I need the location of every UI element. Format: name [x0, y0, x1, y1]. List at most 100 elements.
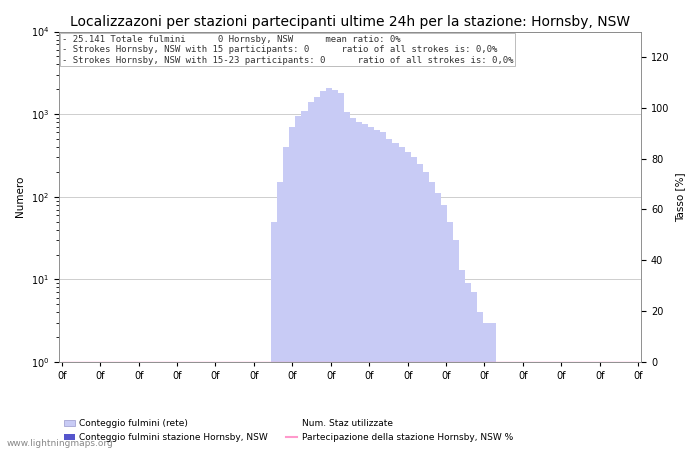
Bar — [259, 362, 265, 450]
Bar — [386, 139, 393, 450]
Bar — [59, 362, 65, 450]
Bar — [362, 125, 368, 450]
Bar — [575, 362, 580, 450]
Bar — [253, 362, 259, 450]
Bar — [484, 323, 489, 450]
Bar — [466, 362, 471, 450]
Bar — [544, 362, 550, 450]
Bar — [65, 362, 71, 450]
Bar — [65, 362, 71, 450]
Bar — [229, 362, 234, 450]
Bar — [356, 122, 362, 450]
Bar — [556, 362, 562, 450]
Bar — [562, 362, 568, 450]
Bar — [362, 362, 368, 450]
Bar — [289, 362, 295, 450]
Bar — [538, 362, 544, 450]
Bar — [338, 362, 344, 450]
Bar — [259, 362, 265, 450]
Bar — [113, 362, 120, 450]
Bar — [423, 362, 429, 450]
Bar — [435, 194, 441, 450]
Bar — [459, 362, 466, 450]
Bar — [514, 362, 520, 450]
Bar — [580, 362, 587, 450]
Bar — [253, 362, 259, 450]
Bar — [193, 362, 198, 450]
Bar — [484, 362, 489, 450]
Bar — [477, 362, 484, 450]
Bar — [271, 362, 277, 450]
Bar — [423, 172, 429, 450]
Bar — [520, 362, 526, 450]
Bar — [59, 362, 65, 450]
Bar — [429, 362, 435, 450]
Bar — [593, 362, 598, 450]
Bar — [496, 362, 502, 450]
Bar — [241, 362, 247, 450]
Bar — [162, 362, 168, 450]
Bar — [223, 362, 229, 450]
Bar — [587, 362, 593, 450]
Bar — [307, 362, 314, 450]
Bar — [386, 362, 393, 450]
Bar — [489, 323, 496, 450]
Bar — [502, 362, 508, 450]
Bar — [568, 362, 575, 450]
Bar — [193, 362, 198, 450]
Bar — [459, 270, 466, 450]
Bar — [411, 362, 416, 450]
Bar — [113, 362, 120, 450]
Bar — [374, 130, 380, 450]
Y-axis label: Tasso [%]: Tasso [%] — [675, 172, 685, 221]
Bar — [374, 362, 380, 450]
Bar — [71, 362, 77, 450]
Bar — [496, 362, 502, 450]
Bar — [617, 362, 623, 450]
Bar — [234, 362, 241, 450]
Bar — [138, 362, 144, 450]
Bar — [241, 362, 247, 450]
Bar — [302, 111, 307, 450]
Bar — [332, 90, 338, 450]
Bar — [550, 362, 556, 450]
Bar — [429, 182, 435, 450]
Bar — [77, 362, 83, 450]
Bar — [556, 362, 562, 450]
Bar — [320, 362, 326, 450]
Bar — [95, 362, 101, 450]
Bar — [514, 362, 520, 450]
Bar — [295, 116, 302, 450]
Bar — [132, 362, 138, 450]
Bar — [611, 362, 617, 450]
Bar — [216, 362, 223, 450]
Bar — [314, 362, 320, 450]
Bar — [89, 362, 95, 450]
Bar — [83, 362, 89, 450]
Bar — [520, 362, 526, 450]
Bar — [265, 362, 271, 450]
Bar — [587, 362, 593, 450]
Bar — [623, 362, 629, 450]
Bar — [447, 362, 453, 450]
Bar — [107, 362, 113, 450]
Bar — [380, 362, 386, 450]
Bar — [568, 362, 575, 450]
Bar — [447, 222, 453, 450]
Bar — [83, 362, 89, 450]
Bar — [629, 362, 635, 450]
Bar — [186, 362, 193, 450]
Bar — [466, 283, 471, 450]
Bar — [635, 362, 641, 450]
Bar — [526, 362, 532, 450]
Bar — [156, 362, 162, 450]
Bar — [234, 362, 241, 450]
Bar — [77, 362, 83, 450]
Bar — [211, 362, 216, 450]
Bar — [132, 362, 138, 450]
Bar — [593, 362, 598, 450]
Bar — [229, 362, 234, 450]
Bar — [326, 362, 332, 450]
Bar — [138, 362, 144, 450]
Bar — [144, 362, 150, 450]
